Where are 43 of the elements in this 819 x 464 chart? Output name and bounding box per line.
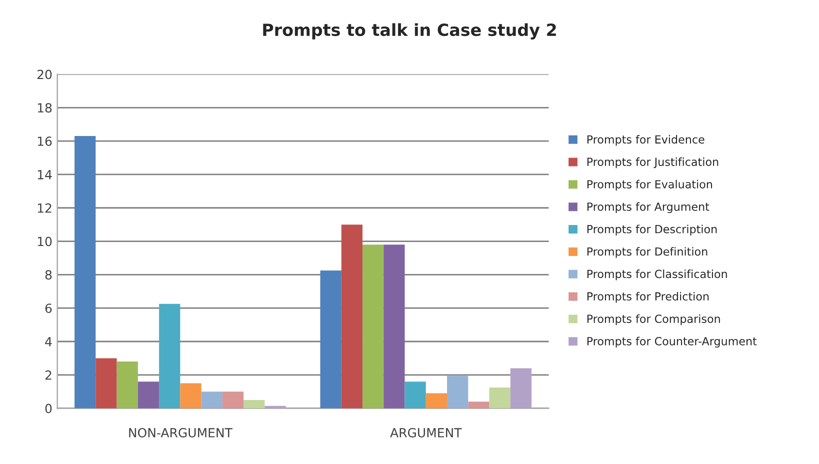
y-tick-label: 20 — [37, 70, 52, 80]
bar — [341, 224, 362, 408]
y-tick-label: 12 — [38, 203, 52, 213]
bar — [96, 358, 117, 408]
bar — [159, 304, 180, 408]
bar — [201, 392, 222, 408]
y-tick-label: 14 — [38, 170, 52, 180]
bar — [116, 362, 138, 408]
bar — [362, 244, 384, 408]
y-tick-label: 18 — [38, 103, 52, 113]
bar — [489, 387, 510, 408]
legend-label: Prompts for Evaluation — [587, 180, 712, 191]
bar — [404, 382, 426, 408]
bar — [447, 376, 468, 408]
y-tick-label: 16 — [38, 136, 52, 146]
bar — [244, 400, 265, 408]
legend-label: Prompts for Comparison — [587, 314, 720, 326]
bar — [510, 368, 532, 408]
y-tick-label: 6 — [45, 304, 52, 314]
legend-label: Prompts for Description — [587, 224, 717, 236]
bar — [426, 393, 448, 408]
x-tick-label: ARGUMENT — [390, 428, 462, 438]
bar — [74, 136, 96, 408]
legend-label: Prompts for Counter-Argument — [587, 336, 757, 348]
bar — [320, 270, 342, 408]
y-tick-label: 4 — [45, 337, 52, 346]
x-tick-label: NON-ARGUMENT — [129, 428, 232, 438]
legend-label: Prompts for Classification — [587, 270, 727, 280]
bar — [468, 402, 490, 408]
chart-title: Prompts to talk in Case study 2 — [263, 23, 556, 40]
y-tick-label: 2 — [45, 370, 52, 380]
y-tick-label: 10 — [38, 236, 52, 246]
y-tick-label: 8 — [45, 270, 52, 280]
legend-label: Prompts for Evidence — [587, 135, 704, 146]
bar — [180, 383, 202, 408]
legend-label: Prompts for Justification — [587, 157, 718, 168]
bar — [138, 382, 160, 408]
bar — [222, 392, 244, 408]
legend-label: Prompts for Argument — [587, 202, 710, 214]
legend-label: Prompts for Prediction — [587, 292, 709, 303]
y-tick-label: 0 — [45, 404, 52, 414]
legend-label: Prompts for Definition — [587, 247, 708, 258]
bar — [384, 244, 405, 408]
